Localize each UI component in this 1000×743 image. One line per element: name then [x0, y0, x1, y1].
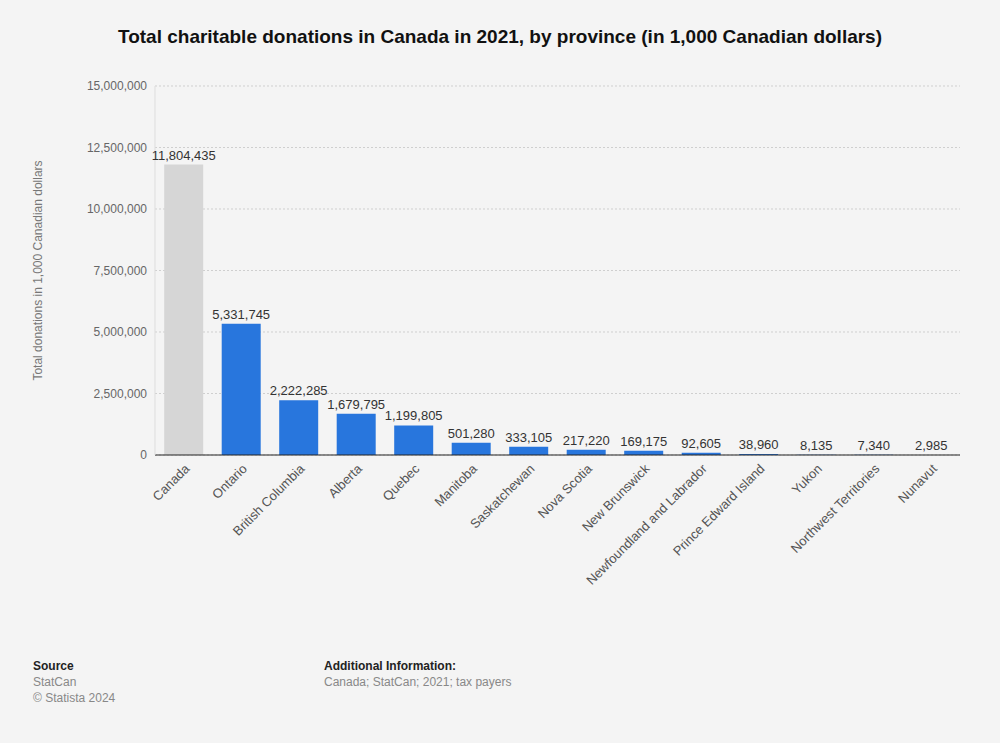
svg-text:1,199,805: 1,199,805	[385, 408, 443, 423]
svg-text:Canada: Canada	[150, 461, 193, 504]
svg-text:7,500,000: 7,500,000	[94, 264, 148, 278]
svg-text:Nunavut: Nunavut	[895, 461, 940, 506]
html-text:StatCan: StatCan	[33, 675, 77, 689]
svg-text:10,000,000: 10,000,000	[87, 202, 147, 216]
svg-text:501,280: 501,280	[448, 426, 495, 441]
svg-text:333,105: 333,105	[505, 430, 552, 445]
svg-text:Total donations in 1,000 Canad: Total donations in 1,000 Canadian dollar…	[31, 160, 45, 380]
html-text:Canada; StatCan; 2021; tax pay: Canada; StatCan; 2021; tax payers	[324, 675, 512, 689]
svg-text:Northwest Territories: Northwest Territories	[788, 461, 883, 556]
svg-text:Alberta: Alberta	[325, 461, 365, 501]
html-text:Total charitable donations in: Total charitable donations in Canada in …	[118, 26, 882, 47]
svg-text:7,340: 7,340	[857, 438, 890, 453]
svg-text:12,500,000: 12,500,000	[87, 141, 147, 155]
svg-text:Saskatchewan: Saskatchewan	[467, 461, 537, 531]
svg-text:8,135: 8,135	[800, 438, 833, 453]
svg-text:Ontario: Ontario	[209, 461, 250, 502]
svg-text:British Columbia: British Columbia	[230, 461, 308, 539]
svg-text:2,985: 2,985	[915, 438, 948, 453]
html-text:© Statista 2024: © Statista 2024	[33, 691, 116, 705]
svg-text:0: 0	[140, 448, 147, 462]
svg-text:11,804,435: 11,804,435	[152, 148, 216, 163]
svg-text:Quebec: Quebec	[380, 461, 423, 504]
svg-text:169,175: 169,175	[620, 434, 667, 449]
html-text:Additional Information:: Additional Information:	[324, 659, 456, 673]
svg-text:5,000,000: 5,000,000	[94, 325, 148, 339]
html-text:Source: Source	[33, 659, 74, 673]
svg-text:Newfoundland and Labrador: Newfoundland and Labrador	[583, 461, 710, 588]
svg-text:Manitoba: Manitoba	[431, 461, 480, 510]
svg-text:1,679,795: 1,679,795	[327, 397, 385, 412]
svg-text:2,222,285: 2,222,285	[270, 383, 328, 398]
svg-text:2,500,000: 2,500,000	[94, 387, 148, 401]
svg-text:38,960: 38,960	[739, 437, 779, 452]
svg-text:5,331,745: 5,331,745	[212, 307, 270, 322]
svg-text:92,605: 92,605	[681, 436, 721, 451]
svg-text:New Brunswick: New Brunswick	[579, 461, 653, 535]
svg-text:15,000,000: 15,000,000	[87, 79, 147, 93]
svg-text:Prince Edward Island: Prince Edward Island	[670, 461, 767, 558]
svg-text:Yukon: Yukon	[789, 461, 825, 497]
svg-text:Nova Scotia: Nova Scotia	[535, 460, 596, 521]
svg-text:217,220: 217,220	[563, 433, 610, 448]
